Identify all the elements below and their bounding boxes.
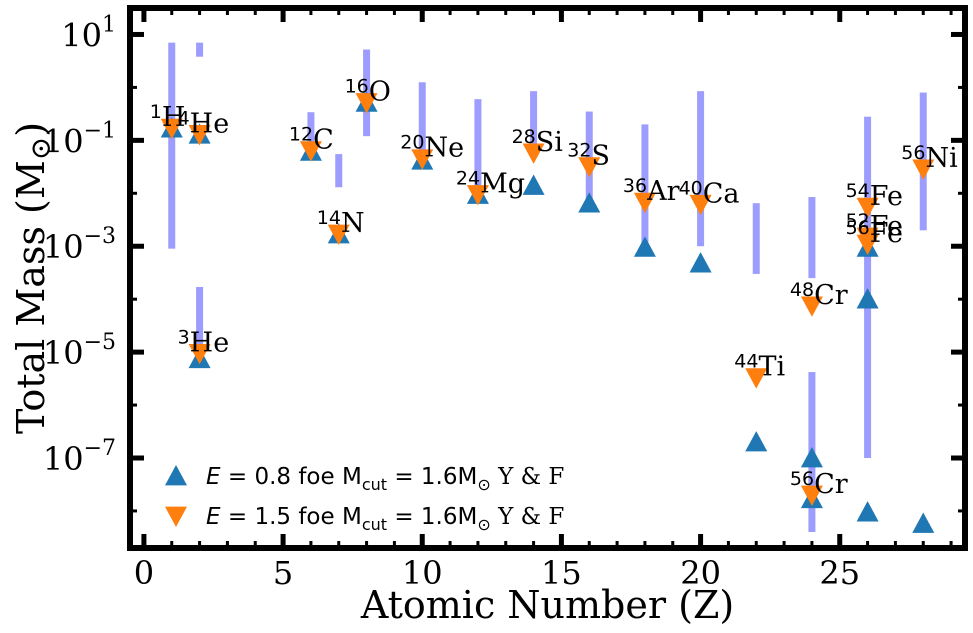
y-tick-label-3: 10−5 <box>43 330 116 372</box>
legend-label-1: E = 1.5 foe Mcut = 1.6M⊙ Y & F <box>206 504 564 534</box>
marker-down-9 <box>578 157 601 178</box>
x-tick-label-1: 5 <box>273 554 293 592</box>
element-label-10: 36Ar <box>623 175 680 207</box>
element-label-17: 56Fe <box>846 217 903 249</box>
element-label-11: 40Ca <box>679 177 740 209</box>
plot-frame <box>127 5 968 551</box>
range-bar-8 <box>530 91 538 155</box>
marker-down-17 <box>856 234 879 256</box>
element-label-7: 24Mg <box>456 167 525 199</box>
range-bar-15 <box>864 116 872 249</box>
range-bar-0 <box>168 42 176 249</box>
y-tick-label-1: 10−1 <box>43 118 116 160</box>
x-tick-label-3: 15 <box>541 554 582 592</box>
y-axis-title: Total Mass (M⊙) <box>9 122 57 434</box>
marker-down-11 <box>689 194 712 216</box>
element-label-12: 44Ti <box>734 351 785 383</box>
range-bar-4 <box>335 154 343 188</box>
marker-up-17 <box>856 501 879 522</box>
element-label-6: 20Ne <box>400 132 464 164</box>
range-bar-7 <box>474 99 482 196</box>
element-label-13: 48Cr <box>790 279 848 311</box>
legend-marker-1 <box>165 506 187 527</box>
range-bar-6 <box>418 82 426 162</box>
range-bar-10 <box>641 124 649 249</box>
y-tick-label-0: 101 <box>61 12 116 54</box>
range-bar-13 <box>808 197 816 279</box>
element-label-9: 32S <box>567 140 610 172</box>
marker-down-14 <box>800 485 823 507</box>
element-label-2: 3He <box>178 326 230 358</box>
element-label-8: 28Si <box>512 126 564 158</box>
range-bar-2 <box>196 286 204 354</box>
x-tick-label-4: 20 <box>680 554 721 592</box>
marker-up-8 <box>522 174 545 195</box>
range-bar-1 <box>196 42 204 57</box>
marker-up-16 <box>856 288 879 309</box>
x-tick-label-5: 25 <box>819 554 860 592</box>
element-label-3: 12C <box>289 124 334 156</box>
axes: 0 5 10 15 20 25 101 10−1 10−3 10−5 10−7 <box>43 5 968 592</box>
y-tick-label-2: 10−3 <box>43 224 116 266</box>
element-label-14: 56Cr <box>790 468 848 500</box>
marker-up-10 <box>633 236 656 257</box>
marker-down-12 <box>745 368 768 389</box>
y-tick-label-4: 10−7 <box>43 436 116 478</box>
element-label-4: 14N <box>317 207 365 239</box>
y-axis-title-text: Total Mass (M <box>9 160 53 434</box>
element-label-5: 16O <box>345 75 391 107</box>
x-tick-label-0: 0 <box>134 554 154 592</box>
data-markers <box>160 91 935 533</box>
range-bar-11 <box>697 91 705 247</box>
range-bar-3 <box>307 112 315 155</box>
marker-down-1 <box>188 124 211 146</box>
range-bar-16 <box>864 242 872 458</box>
x-axis-title: Atomic Number (Z) <box>360 583 734 627</box>
element-label-1: 4He <box>178 107 230 139</box>
marker-down-7 <box>466 185 489 206</box>
marker-down-5 <box>355 93 378 114</box>
legend-marker-0 <box>165 465 187 486</box>
marker-up-11 <box>689 252 712 273</box>
marker-up-9 <box>578 192 601 213</box>
y-axis-title-close: ) <box>9 122 53 137</box>
marker-down-3 <box>299 141 322 162</box>
marker-down-8 <box>522 143 545 164</box>
marker-up-13 <box>800 447 823 468</box>
element-label-18: 56Ni <box>901 142 958 174</box>
legend: E = 0.8 foe Mcut = 1.6M⊙ Y & F E = 1.5 fo… <box>165 464 564 534</box>
marker-down-6 <box>411 149 434 170</box>
element-label-0: 1H <box>150 101 186 133</box>
y-axis-title-symbol: ⊙ <box>24 137 57 160</box>
marker-down-15 <box>856 197 879 219</box>
marker-down-18 <box>912 159 935 180</box>
marker-down-4 <box>327 224 350 246</box>
marker-up-18 <box>912 512 935 533</box>
element-label-16: 52Fe <box>846 210 903 242</box>
marker-up-12 <box>745 431 768 452</box>
marker-down-0 <box>160 118 183 140</box>
x-tick-label-2: 10 <box>402 554 443 592</box>
marker-down-10 <box>633 192 656 214</box>
legend-label-0: E = 0.8 foe Mcut = 1.6M⊙ Y & F <box>206 464 564 494</box>
range-bar-12 <box>752 203 760 274</box>
marker-down-13 <box>800 296 823 317</box>
marker-down-2 <box>188 343 211 365</box>
element-label-15: 54Fe <box>846 180 903 212</box>
